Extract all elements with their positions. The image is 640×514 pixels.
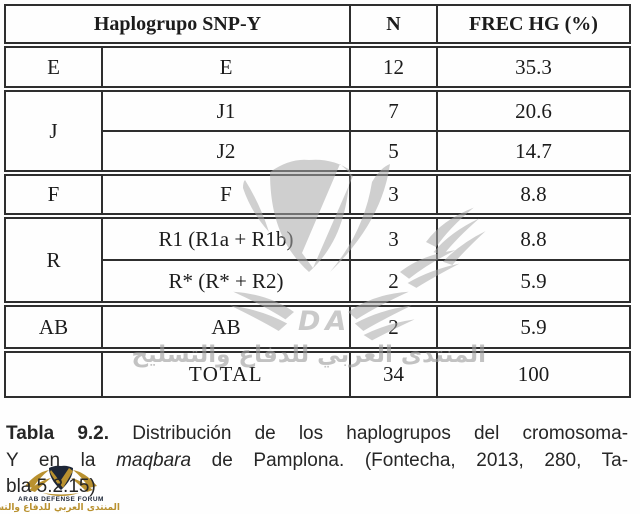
haplogroup-cell: R* (R* + R2)	[101, 259, 351, 305]
haplogroup-cell: J2	[101, 130, 351, 174]
n-cell: 34	[349, 347, 438, 398]
table-caption: Tabla 9.2. Distribución de los haplogrup…	[6, 421, 628, 501]
caption-line-2: Y en la maqbara de Pamplona. (Fontecha, …	[6, 449, 629, 471]
n-cell: 3	[349, 213, 438, 261]
total-row: TOTAL 34 100	[4, 347, 631, 398]
haplogroup-table: Haplogrupo SNP-Y N FREC HG (%) E E 12 35…	[4, 4, 631, 398]
freq-cell: 5.9	[436, 259, 631, 305]
forum-logo: ARAB DEFENSE FORUM المنتدى العربي للدفاع…	[0, 464, 120, 513]
caption-line-3: bla 5.2.15)	[6, 476, 96, 497]
freq-cell: 35.3	[436, 42, 631, 90]
haplogroup-cell: J1	[101, 86, 351, 132]
n-cell: 2	[349, 301, 438, 351]
caption-label: Tabla 9.2.	[6, 423, 110, 444]
group-cell: AB	[4, 301, 103, 351]
header-haplogroup: Haplogrupo SNP-Y	[4, 4, 351, 46]
haplogroup-cell: F	[101, 170, 351, 217]
n-cell: 5	[349, 130, 438, 174]
freq-cell: 8.8	[436, 170, 631, 217]
table-row: J J1 7 20.6	[4, 86, 631, 174]
group-cell: E	[4, 42, 103, 90]
group-cell: F	[4, 170, 103, 217]
caption-line-1: Tabla 9.2. Distribución de los haplogrup…	[6, 423, 629, 444]
group-cell: R	[4, 213, 103, 305]
table-row: E E 12 35.3	[4, 42, 631, 90]
logo-title: ARAB DEFENSE FORUM	[18, 496, 104, 503]
header-n: N	[349, 4, 438, 46]
n-cell: 7	[349, 86, 438, 132]
freq-cell: 8.8	[436, 213, 631, 261]
haplogroup-cell: AB	[101, 301, 351, 351]
n-cell: 2	[349, 259, 438, 305]
n-cell: 12	[349, 42, 438, 90]
header-freq: FREC HG (%)	[436, 4, 631, 46]
freq-cell: 14.7	[436, 130, 631, 174]
freq-cell: 100	[436, 347, 631, 398]
table-row: AB AB 2 5.9	[4, 301, 631, 351]
haplogroup-cell: R1 (R1a + R1b)	[101, 213, 351, 261]
caption-italic-word: maqbara	[116, 449, 192, 471]
table-row: J2 5 14.7	[5, 130, 631, 174]
table-row: R R1 (R1a + R1b) 3 8.8	[4, 213, 631, 305]
table-row: F F 3 8.8	[4, 170, 631, 217]
group-cell-empty	[4, 347, 103, 398]
n-cell: 3	[349, 170, 438, 217]
freq-cell: 5.9	[436, 301, 631, 351]
table-header-row: Haplogrupo SNP-Y N FREC HG (%)	[4, 4, 631, 46]
group-cell: J	[4, 86, 103, 174]
haplogroup-cell: E	[101, 42, 351, 90]
total-label-cell: TOTAL	[101, 347, 351, 398]
freq-cell: 20.6	[436, 86, 631, 132]
logo-shield-icon	[25, 465, 97, 496]
logo-arabic-text: المنتدى العربي للدفاع والتسليح	[0, 503, 120, 513]
